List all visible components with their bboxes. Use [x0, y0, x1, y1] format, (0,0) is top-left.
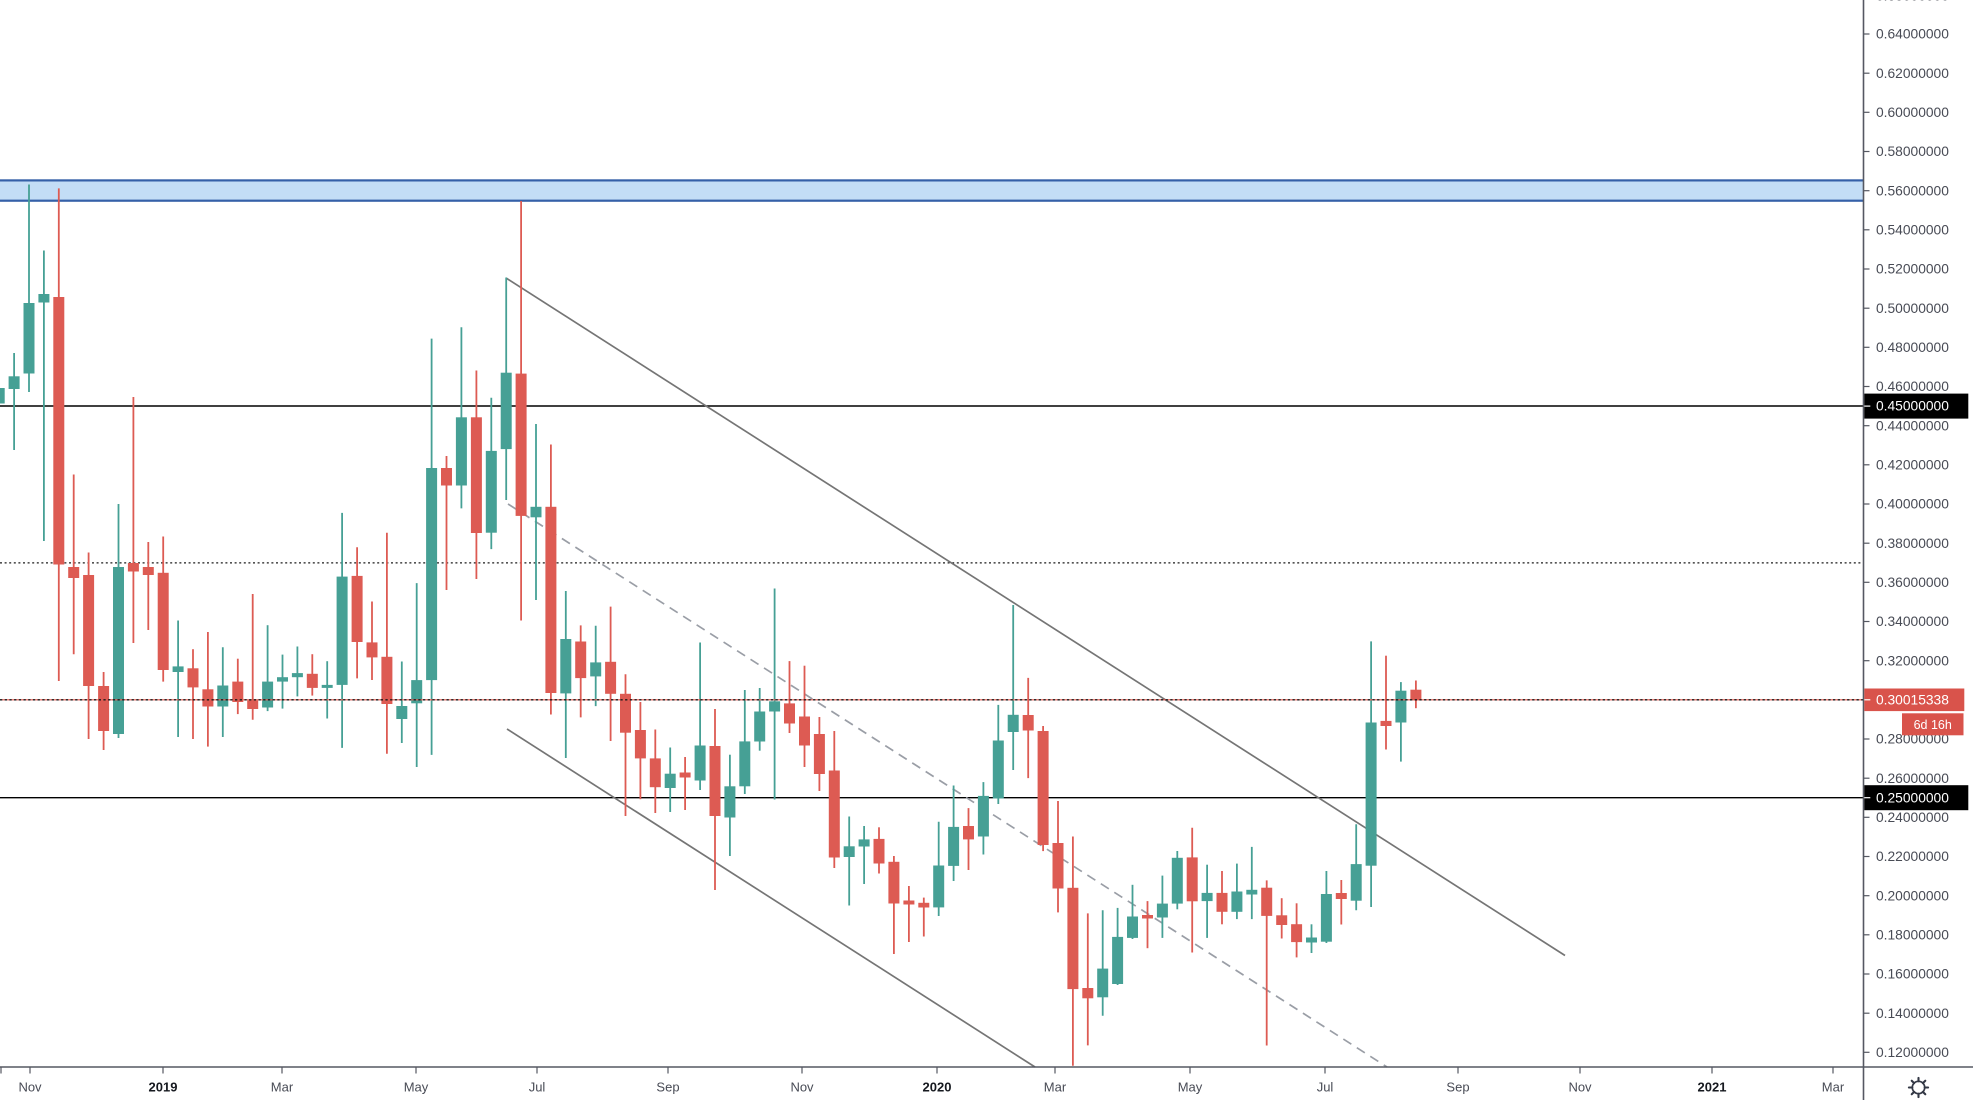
svg-text:0.48000000: 0.48000000	[1876, 340, 1949, 355]
svg-text:0.60000000: 0.60000000	[1876, 105, 1949, 120]
svg-text:0.54000000: 0.54000000	[1876, 222, 1949, 237]
svg-text:0.14000000: 0.14000000	[1876, 1006, 1949, 1021]
svg-text:Jul: Jul	[1317, 1080, 1334, 1095]
svg-text:0.52000000: 0.52000000	[1876, 262, 1949, 277]
svg-text:0.16000000: 0.16000000	[1876, 967, 1949, 982]
svg-text:0.25000000: 0.25000000	[1876, 790, 1949, 805]
svg-text:0.36000000: 0.36000000	[1876, 575, 1949, 590]
svg-text:Nov: Nov	[790, 1080, 814, 1095]
svg-text:Nov: Nov	[18, 1080, 42, 1095]
svg-text:0.40000000: 0.40000000	[1876, 497, 1949, 512]
svg-text:0.34000000: 0.34000000	[1876, 614, 1949, 629]
svg-text:0.30015338: 0.30015338	[1876, 692, 1949, 707]
svg-text:Mar: Mar	[271, 1080, 294, 1095]
svg-text:2019: 2019	[149, 1080, 178, 1095]
svg-text:0.44000000: 0.44000000	[1876, 418, 1949, 433]
svg-text:0.32000000: 0.32000000	[1876, 653, 1949, 668]
svg-text:0.42000000: 0.42000000	[1876, 457, 1949, 472]
svg-text:0.56000000: 0.56000000	[1876, 183, 1949, 198]
svg-text:0.18000000: 0.18000000	[1876, 927, 1949, 942]
svg-text:0.26000000: 0.26000000	[1876, 771, 1949, 786]
svg-text:0.20000000: 0.20000000	[1876, 888, 1949, 903]
svg-text:Mar: Mar	[1044, 1080, 1067, 1095]
svg-text:Jul: Jul	[529, 1080, 546, 1095]
svg-text:0.50000000: 0.50000000	[1876, 301, 1949, 316]
svg-text:0.64000000: 0.64000000	[1876, 27, 1949, 42]
svg-text:Mar: Mar	[1822, 1080, 1845, 1095]
svg-text:May: May	[404, 1080, 429, 1095]
svg-text:0.66000000: 0.66000000	[1876, 0, 1949, 4]
svg-text:0.45000000: 0.45000000	[1876, 399, 1949, 414]
svg-text:0.62000000: 0.62000000	[1876, 66, 1949, 81]
svg-text:2020: 2020	[923, 1080, 952, 1095]
svg-text:2021: 2021	[1698, 1080, 1727, 1095]
svg-text:Sep: Sep	[656, 1080, 679, 1095]
svg-text:Nov: Nov	[1568, 1080, 1592, 1095]
svg-text:Sep: Sep	[1446, 1080, 1469, 1095]
svg-text:0.12000000: 0.12000000	[1876, 1045, 1949, 1060]
svg-text:0.22000000: 0.22000000	[1876, 849, 1949, 864]
svg-text:6d 16h: 6d 16h	[1914, 718, 1952, 732]
svg-text:May: May	[1178, 1080, 1203, 1095]
svg-text:0.46000000: 0.46000000	[1876, 379, 1949, 394]
svg-text:0.28000000: 0.28000000	[1876, 732, 1949, 747]
svg-text:0.24000000: 0.24000000	[1876, 810, 1949, 825]
svg-text:0.58000000: 0.58000000	[1876, 144, 1949, 159]
svg-text:0.38000000: 0.38000000	[1876, 536, 1949, 551]
